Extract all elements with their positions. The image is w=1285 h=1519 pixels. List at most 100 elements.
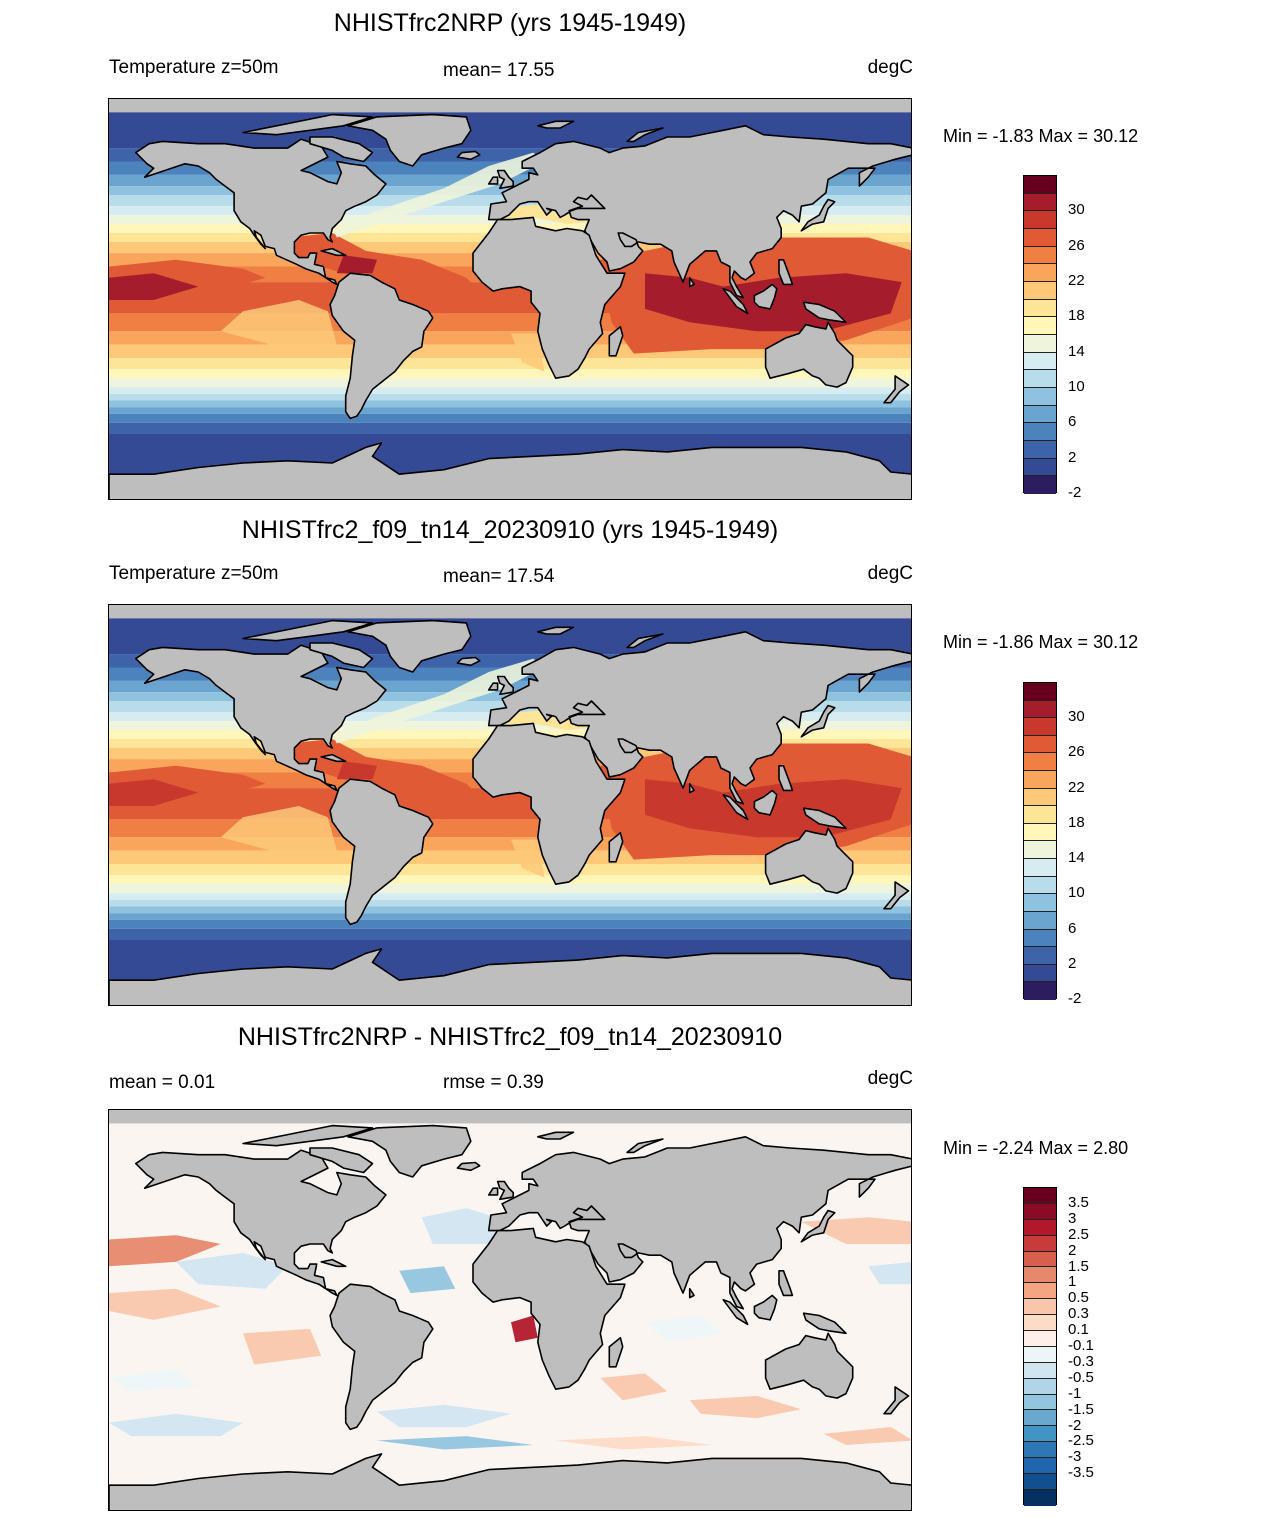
- colorbar-label: -0.1: [1068, 1337, 1094, 1354]
- difference-anomaly: [801, 1217, 911, 1244]
- colorbar-swatch: [1024, 1489, 1056, 1506]
- land-svalbard: [536, 626, 575, 635]
- temperature-band: [109, 378, 911, 388]
- land-iceland: [456, 656, 481, 667]
- colorbar-swatch: [1024, 264, 1056, 282]
- land-ireland: [487, 1187, 499, 1196]
- land-sumatra: [722, 1299, 749, 1326]
- difference-anomaly: [243, 1328, 322, 1365]
- colorbar: [1023, 175, 1057, 494]
- colorbar-swatch: [1024, 806, 1056, 824]
- land-arctic_is: [242, 113, 374, 136]
- land-philippines: [778, 765, 794, 792]
- difference-anomaly: [645, 1315, 724, 1343]
- colorbar-label: -3: [1068, 1448, 1082, 1466]
- colorbar-label: -1.5: [1068, 1400, 1094, 1418]
- temperature-band: [109, 422, 911, 434]
- cool-tongue: [511, 333, 545, 372]
- land-africa: [472, 722, 626, 886]
- colorbar-label: -3.5: [1068, 1464, 1094, 1482]
- colorbar-label: 14: [1068, 849, 1085, 867]
- colorbar-swatch: [1024, 352, 1056, 371]
- colorbar-label: -1: [1068, 1384, 1082, 1402]
- colorbar-swatch: [1024, 929, 1056, 948]
- colorbar-label: -2: [1068, 484, 1082, 501]
- colorbar-label: 10: [1068, 884, 1085, 902]
- land-australia: [764, 321, 854, 388]
- colorbar-swatch: [1024, 1283, 1056, 1300]
- land-britain: [496, 1180, 515, 1201]
- gulf-stream: [332, 658, 545, 744]
- land-newguinea: [802, 301, 847, 324]
- land-antarctica: [109, 1453, 911, 1510]
- land-baffin: [309, 642, 374, 669]
- colorbar-label: 14: [1068, 342, 1085, 360]
- colorbar-swatch: [1024, 281, 1056, 300]
- colorbar-swatch: [1024, 718, 1056, 736]
- land-newzealand: [883, 1386, 910, 1415]
- colorbar-swatch: [1024, 823, 1056, 842]
- temperature-band: [109, 899, 911, 907]
- difference-anomaly: [511, 1315, 538, 1343]
- land-srilanka: [688, 1287, 695, 1299]
- variable-label: Temperature z=50m: [109, 57, 279, 78]
- land-novaya: [626, 127, 664, 143]
- land-sa: [329, 1283, 434, 1431]
- land-svalbard: [536, 120, 575, 129]
- colorbar-label: -2: [1068, 1416, 1082, 1434]
- colorbar-label: 26: [1068, 743, 1085, 761]
- difference-anomaly: [600, 1373, 668, 1401]
- colorbar-swatch: [1024, 771, 1056, 789]
- land-japan: [800, 198, 836, 232]
- colorbar-swatch: [1024, 440, 1056, 459]
- cool-tongue: [511, 839, 545, 878]
- colorbar-swatch: [1024, 423, 1056, 441]
- land-srilanka: [688, 276, 695, 288]
- land-australia: [764, 827, 854, 894]
- colorbar-label: 3.5: [1068, 1193, 1089, 1211]
- land-sa: [329, 778, 434, 926]
- land-madagascar: [608, 1337, 624, 1368]
- difference-anomaly: [109, 1235, 221, 1267]
- temperature-band: [109, 358, 911, 370]
- land-madagascar: [608, 832, 624, 863]
- colorbar-swatch: [1024, 387, 1056, 406]
- difference-anomaly: [109, 1288, 221, 1320]
- plot-title: NHISTfrc2NRP - NHISTfrc2_f09_tn14_202309…: [237, 1023, 783, 1051]
- colorbar-label: 18: [1068, 307, 1085, 325]
- land-greenland: [347, 619, 472, 673]
- colorbar-swatch: [1024, 476, 1056, 494]
- colorbar-swatch: [1024, 1458, 1056, 1475]
- difference-anomaly: [823, 1427, 911, 1445]
- colorbar-swatch: [1024, 334, 1056, 353]
- colorbar-swatch: [1024, 1315, 1056, 1332]
- land-antarctica: [109, 948, 911, 1005]
- colorbar-swatch: [1024, 211, 1056, 229]
- colorbar-swatch: [1024, 1394, 1056, 1411]
- difference-anomaly: [109, 1413, 243, 1437]
- colorbar-label: 30: [1068, 708, 1085, 726]
- land-cuba: [320, 753, 347, 763]
- mean-label: mean= 17.55: [443, 60, 555, 81]
- difference-anomaly: [176, 1252, 288, 1289]
- colorbar-swatch: [1024, 1362, 1056, 1379]
- no-data-arctic: [109, 1110, 911, 1124]
- colorbar-swatch: [1024, 193, 1056, 212]
- no-data-arctic: [109, 99, 911, 113]
- land-greenland: [347, 1124, 472, 1178]
- colorbar-label: 0.3: [1068, 1305, 1089, 1323]
- difference-anomaly: [377, 1436, 534, 1450]
- colorbar-label: 6: [1068, 413, 1077, 431]
- colorbar-swatch: [1024, 1235, 1056, 1252]
- colorbar-swatch: [1024, 683, 1056, 701]
- colorbar-swatch: [1024, 246, 1056, 265]
- land-na: [134, 1149, 387, 1297]
- temperature-map: [108, 604, 912, 1006]
- colorbar-swatch: [1024, 964, 1056, 983]
- land-africa: [472, 216, 626, 380]
- cool-tongue: [220, 806, 337, 856]
- land-newzealand: [883, 375, 910, 404]
- land-britain: [496, 169, 515, 190]
- land-japan: [800, 1209, 836, 1243]
- colorbar-swatch: [1024, 753, 1056, 772]
